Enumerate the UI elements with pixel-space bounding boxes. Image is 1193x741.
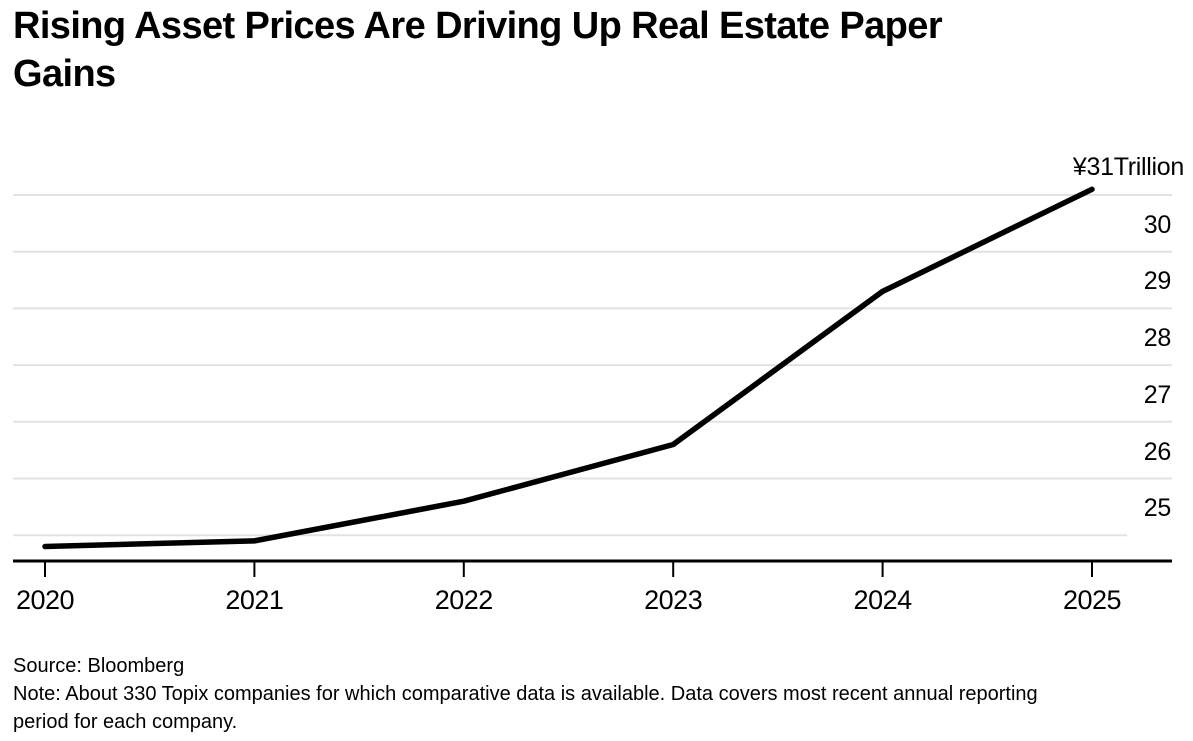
data-line <box>42 186 1095 550</box>
x-tick-label: 2025 <box>1062 585 1122 615</box>
y-tick-label: 25 <box>1143 494 1172 523</box>
y-tick-label: 27 <box>1143 380 1172 409</box>
y-tick-label: 28 <box>1143 324 1172 353</box>
x-tick-label: 2021 <box>225 585 284 615</box>
x-tick-label: 2024 <box>853 585 913 615</box>
x-tick-label: 2022 <box>434 585 494 615</box>
y-tick-label: 26 <box>1143 437 1172 466</box>
line-end-value-label: ¥31Trillion <box>1072 153 1184 181</box>
source-text: Source: Bloomberg <box>13 655 185 677</box>
note-text: Note: About 330 Topix companies for whic… <box>13 683 1038 733</box>
x-tick-label: 2020 <box>15 585 75 615</box>
chart-title: Rising Asset Prices Are Driving Up Real … <box>13 5 943 95</box>
y-tick-label: 30 <box>1143 210 1172 239</box>
x-tick-label: 2023 <box>644 585 703 615</box>
y-tick-label: 29 <box>1143 267 1172 296</box>
